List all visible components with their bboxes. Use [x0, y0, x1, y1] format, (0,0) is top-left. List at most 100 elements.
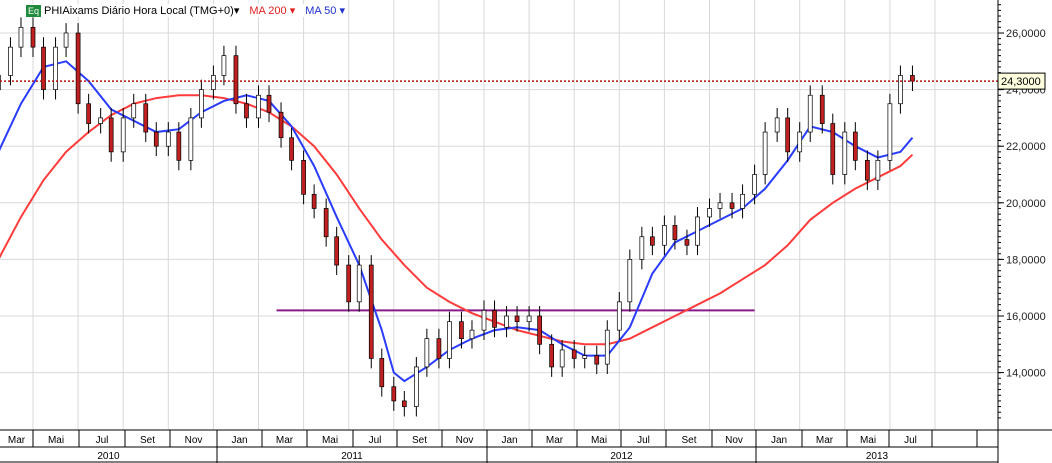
candle-body [323, 208, 329, 238]
candle-body [571, 349, 577, 359]
y-tick-label: 14,0000 [1006, 368, 1046, 380]
candle-body [559, 349, 565, 368]
candle-body [887, 103, 893, 161]
candle-body [604, 329, 610, 365]
year-label: 2011 [341, 451, 363, 462]
ma50-dropdown[interactable]: MA 50 ▾ [305, 5, 345, 17]
month-label: Set [681, 435, 696, 446]
ma200-dropdown[interactable]: MA 200 ▾ [249, 5, 296, 17]
candle-body [650, 236, 655, 246]
candle-body [582, 355, 588, 359]
candle-body [504, 315, 509, 328]
candle-body [797, 131, 803, 153]
month-label: Mai [48, 435, 64, 446]
candle-body [53, 46, 58, 90]
candle-body [469, 329, 475, 339]
ma50-line [0, 60, 914, 383]
candle-body [98, 117, 104, 124]
month-label: Mar [276, 435, 294, 446]
candle-body [898, 75, 903, 105]
candle-body [762, 131, 768, 175]
candle-body [379, 358, 385, 388]
candle-body [334, 236, 340, 266]
candle-body [266, 94, 272, 113]
candle-body [63, 32, 69, 48]
candle-body [199, 89, 204, 119]
candle-body [684, 239, 690, 246]
candle-body [526, 315, 532, 323]
candle-body [346, 264, 352, 303]
candle-body [707, 208, 712, 218]
y-tick-label: 16,0000 [1006, 311, 1046, 323]
candle-body [807, 94, 813, 133]
candle-body [176, 131, 182, 161]
candle-body [627, 259, 633, 303]
year-label: 2012 [610, 451, 633, 462]
candle-body [414, 366, 419, 407]
candle-body [459, 321, 464, 339]
year-label: 2013 [866, 451, 889, 462]
candle-body [108, 117, 114, 153]
month-label: Set [412, 435, 427, 446]
candle-body [549, 343, 555, 368]
candle-body [672, 225, 678, 240]
candle-body [436, 338, 442, 359]
candle-body [830, 123, 836, 175]
candle-body [774, 117, 780, 133]
candle-body [41, 46, 46, 90]
candle-body [188, 117, 194, 161]
candle-body [481, 309, 487, 331]
candle-body [368, 264, 374, 359]
month-label: Nov [456, 435, 474, 446]
month-label: Nov [185, 435, 203, 446]
equity-badge-icon: Eq [26, 5, 42, 17]
legend: Eq PHIAixams Diário Hora Local (TMG+0)▾ M… [26, 4, 345, 17]
candle-body [311, 193, 317, 209]
candle-body [729, 202, 735, 209]
last-price-box [997, 72, 1046, 90]
candle-body [662, 225, 667, 246]
candle-body [616, 301, 622, 331]
month-label: Mai [591, 435, 607, 446]
year-label: 2010 [97, 451, 120, 462]
candle-body [289, 137, 294, 161]
candle-body [165, 131, 171, 147]
instrument-label: PHIAixams Diário Hora Local (TMG+0)▾ [44, 5, 240, 17]
month-label: Mar [8, 435, 26, 446]
candle-body [864, 160, 870, 181]
month-label: Nov [725, 435, 743, 446]
candle-body [819, 94, 825, 124]
candle-body [752, 174, 757, 195]
candle-body [842, 131, 848, 175]
month-label: Mar [546, 435, 564, 446]
candle-body [594, 355, 600, 365]
y-tick-label: 20,0000 [1006, 198, 1046, 210]
instrument-selector[interactable]: Eq PHIAixams Diário Hora Local (TMG+0)▾ [26, 4, 239, 17]
month-label: Mar [816, 435, 834, 446]
candle-body [18, 26, 24, 48]
candle-body [910, 75, 915, 82]
candle-body [514, 315, 520, 323]
month-label: Set [140, 435, 155, 446]
candle-body [75, 32, 81, 105]
candle-body [447, 321, 452, 359]
candle-body [153, 131, 159, 147]
month-label: Mai [860, 435, 876, 446]
month-label: Jul [369, 435, 382, 446]
candle-body [143, 103, 149, 133]
candle-body [301, 160, 306, 195]
candle-body [639, 236, 645, 260]
candle-body [131, 103, 137, 119]
candle-body [695, 216, 700, 246]
month-label: Jul [904, 435, 917, 446]
candle-body [86, 103, 91, 124]
month-label: Jan [231, 435, 247, 446]
month-label: Jan [501, 435, 517, 446]
candle-body [8, 46, 13, 76]
candle-body [424, 338, 430, 368]
month-label: Jan [771, 435, 787, 446]
month-label: Mai [322, 435, 338, 446]
candle-body [401, 400, 407, 407]
